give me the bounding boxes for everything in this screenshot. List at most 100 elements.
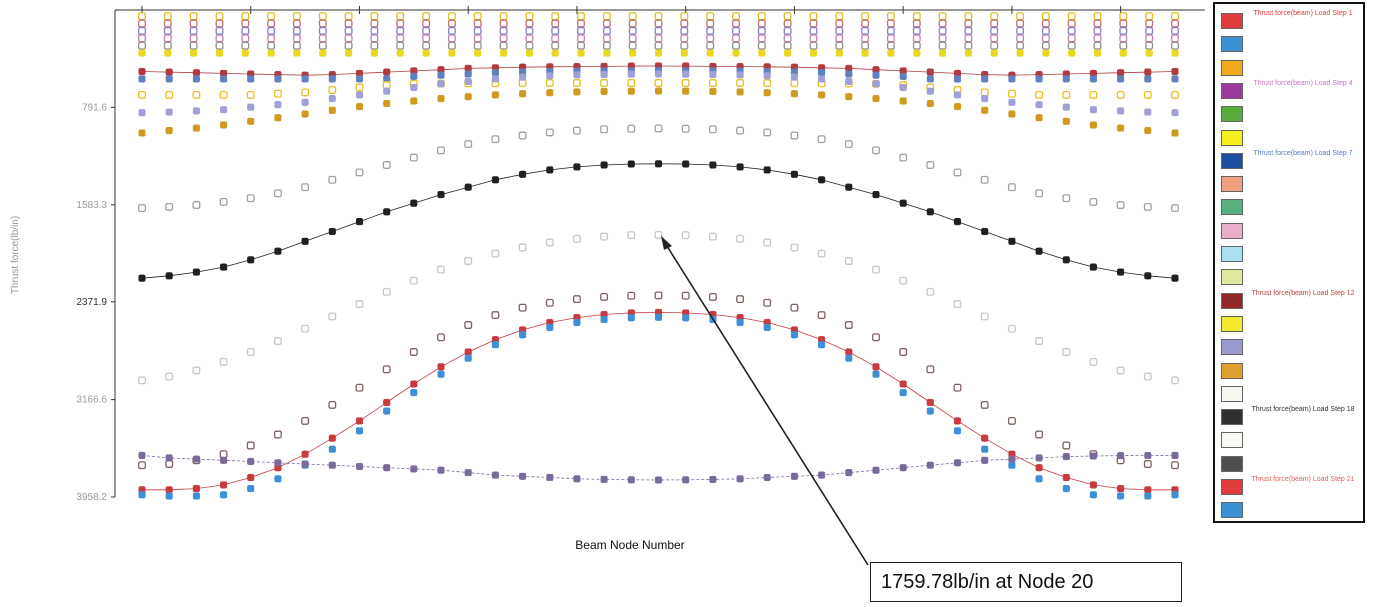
data-point [267,34,276,43]
data-point [980,88,989,97]
data-point [1119,26,1128,35]
data-point [422,26,431,35]
plot-frame [114,9,1205,497]
data-point [219,357,228,366]
data-point [551,12,560,21]
data-point [861,19,870,28]
data-point [577,49,585,57]
data-point [980,175,989,184]
data-point [1035,75,1043,83]
data-point [1007,89,1016,98]
data-point [981,106,989,114]
data-point [1035,337,1044,345]
data-point [189,34,198,43]
data-point [600,79,609,87]
data-point [1145,26,1154,35]
data-point [680,49,688,57]
data-point [491,341,499,349]
data-point [1008,75,1016,83]
data-point [577,41,585,50]
data-point [1041,12,1050,21]
data-point [1117,75,1125,83]
data-point [732,12,740,21]
data-point [464,77,472,85]
data-point [1007,183,1016,192]
legend-swatch [1221,339,1243,356]
data-point [953,459,962,467]
data-point [790,303,799,312]
data-point [246,348,255,356]
data-point [1119,34,1128,43]
data-point [519,170,527,178]
data-point [189,19,198,28]
data-point [1008,461,1016,469]
data-point [546,473,554,482]
data-point [709,70,717,79]
data-point [220,481,228,489]
data-point [1116,90,1125,99]
data-point [654,70,663,78]
legend-swatch [1221,479,1243,495]
data-point [301,183,310,192]
legend-swatch [1221,36,1243,53]
data-point [396,34,405,43]
data-point [138,90,146,99]
series-12 [138,124,1179,213]
data-point [437,191,445,199]
data-point [680,19,689,28]
data-point [192,492,200,500]
data-point [835,19,844,28]
data-point [1144,75,1152,83]
data-point [473,41,482,50]
data-point [790,90,798,98]
data-point [189,41,198,50]
data-point [355,218,364,226]
data-point [1117,492,1125,500]
data-point [757,41,766,50]
legend-swatch [1221,385,1243,402]
legend-item [1221,499,1361,523]
data-point [1171,75,1179,83]
data-point [926,287,935,296]
data-point [886,12,895,21]
data-point [1089,263,1097,271]
data-point [899,72,907,80]
data-point [189,12,198,21]
data-point [709,161,717,169]
data-point [1041,41,1050,50]
series-11 [138,87,1179,137]
data-point [627,160,635,168]
data-point [886,19,895,28]
data-point [844,257,853,265]
legend-swatch [1221,106,1243,123]
data-point [318,26,327,35]
data-point [215,19,224,28]
data-point [758,49,766,57]
legend-swatch [1221,409,1243,426]
legend-item [1221,266,1361,290]
data-point [912,12,921,21]
data-point [680,41,689,50]
data-point [706,12,715,21]
data-point [654,19,663,28]
data-point [654,12,663,21]
data-point [627,476,635,484]
data-point [545,298,554,307]
data-point [783,26,792,35]
data-point [138,12,146,21]
data-point [600,161,608,169]
data-point [602,12,611,21]
data-point [1171,129,1179,137]
data-point [551,41,560,50]
data-point [292,19,301,28]
data-point [990,19,999,28]
data-point [491,176,499,184]
data-point [422,41,431,50]
legend-label: Thrust force(beam) Load Step 4 [1253,79,1353,87]
data-point [1117,69,1125,77]
data-point [164,49,172,57]
data-point [708,292,717,301]
data-point [736,79,745,87]
data-point [1143,460,1152,468]
data-point [757,34,766,43]
